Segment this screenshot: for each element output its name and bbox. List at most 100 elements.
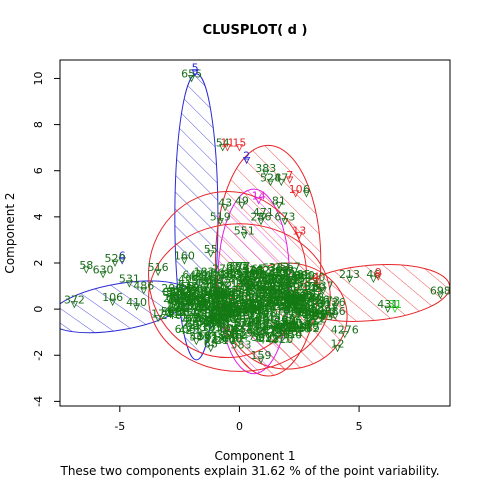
dense-point: 371 bbox=[218, 302, 239, 315]
data-point: 11 bbox=[220, 137, 234, 152]
dense-point: 499 bbox=[197, 293, 218, 306]
dense-point-cloud: 1706155461643416781321961625406481654566… bbox=[161, 260, 340, 352]
data-point: 49 bbox=[235, 194, 249, 210]
dense-point: 52 bbox=[166, 286, 180, 299]
dense-point: 63 bbox=[267, 284, 281, 297]
dense-point: 210 bbox=[215, 334, 236, 347]
data-point: 630 bbox=[93, 264, 114, 279]
dense-point: 537 bbox=[284, 321, 305, 334]
point-marker bbox=[275, 201, 283, 210]
dense-point: 347 bbox=[231, 324, 252, 337]
dense-point: 643 bbox=[176, 285, 197, 298]
data-point: 81 bbox=[272, 194, 286, 210]
dense-point: 434 bbox=[245, 283, 266, 296]
cluster-ellipse-7 bbox=[148, 223, 331, 372]
dense-point: 679 bbox=[255, 304, 276, 317]
dense-point: 691 bbox=[170, 295, 191, 308]
dense-point: 448 bbox=[306, 309, 327, 322]
data-point: 10 bbox=[289, 183, 303, 198]
dense-point: 196 bbox=[186, 281, 207, 294]
dense-point: 543 bbox=[238, 291, 259, 304]
point-marker bbox=[312, 278, 320, 286]
point-label: 524 bbox=[260, 171, 281, 184]
data-point: 6 bbox=[118, 250, 126, 265]
point-label: 286 bbox=[250, 210, 271, 223]
dense-point: 258 bbox=[236, 299, 257, 312]
dense-point: 87 bbox=[243, 277, 257, 290]
point-marker bbox=[295, 231, 303, 240]
dense-point: 552 bbox=[196, 324, 217, 337]
point-marker bbox=[191, 69, 199, 77]
dense-point: 309 bbox=[196, 292, 217, 305]
dense-point: 60 bbox=[170, 287, 184, 300]
dense-point: 170 bbox=[298, 319, 319, 332]
dense-point: 542 bbox=[212, 296, 233, 309]
dense-point: 662 bbox=[299, 322, 320, 335]
dense-point: 48 bbox=[214, 288, 228, 301]
dense-point: 16 bbox=[220, 268, 234, 281]
dense-point: 495 bbox=[295, 307, 316, 320]
data-point: 372 bbox=[64, 294, 85, 309]
dense-point: 197 bbox=[255, 299, 276, 312]
dense-point: 691 bbox=[228, 303, 249, 316]
dense-point: 81 bbox=[269, 280, 283, 293]
dense-point: 78 bbox=[236, 272, 250, 285]
dense-point: 213 bbox=[220, 310, 241, 323]
data-point: 698 bbox=[430, 284, 450, 300]
dense-point: 13 bbox=[230, 324, 244, 337]
dense-point: 170 bbox=[275, 314, 296, 327]
point-marker bbox=[192, 338, 201, 346]
data-point: 17 bbox=[151, 307, 165, 323]
data-point: 15 bbox=[232, 137, 246, 152]
dense-point: 430 bbox=[188, 297, 209, 310]
point-label: 159 bbox=[250, 349, 271, 362]
dense-point: 297 bbox=[201, 296, 222, 309]
dense-point: 243 bbox=[187, 321, 208, 334]
dense-point: 693 bbox=[285, 290, 306, 303]
dense-point: 147 bbox=[255, 325, 276, 338]
dense-point: 517 bbox=[265, 273, 286, 286]
dense-point: 297 bbox=[297, 280, 318, 293]
dense-point: 306 bbox=[249, 311, 270, 324]
dense-point: 196 bbox=[205, 269, 226, 282]
dense-point: 346 bbox=[237, 277, 258, 290]
dense-point: 250 bbox=[227, 301, 248, 314]
point-label: 13 bbox=[292, 224, 306, 237]
dense-point: 328 bbox=[165, 286, 186, 299]
data-point: 337 bbox=[313, 280, 334, 295]
point-label: 15 bbox=[232, 137, 246, 150]
point-marker bbox=[125, 280, 134, 288]
dense-point: 502 bbox=[301, 303, 322, 316]
cluster-ellipse-6 bbox=[217, 188, 291, 375]
dense-point: 243 bbox=[163, 292, 184, 305]
dense-point: 244 bbox=[209, 319, 230, 332]
dense-point: 608 bbox=[219, 322, 240, 335]
point-marker bbox=[292, 190, 300, 198]
dense-point: 604 bbox=[232, 296, 253, 309]
dense-point: 615 bbox=[234, 316, 255, 329]
dense-point: 680 bbox=[194, 301, 215, 314]
point-label: 2 bbox=[243, 149, 250, 162]
dense-point: 83 bbox=[251, 268, 265, 281]
x-axis: -5 0 5 bbox=[114, 406, 363, 433]
point-label: 14 bbox=[252, 190, 266, 203]
dense-point: 508 bbox=[275, 319, 296, 332]
dense-point: 245 bbox=[183, 302, 204, 315]
dense-point: 275 bbox=[184, 316, 205, 329]
dense-point: 93 bbox=[252, 326, 266, 339]
point-label: 410 bbox=[126, 296, 147, 309]
dense-point: 580 bbox=[161, 305, 182, 318]
dense-point: 167 bbox=[221, 289, 242, 302]
dense-point: 675 bbox=[285, 272, 306, 285]
point-marker bbox=[111, 259, 119, 267]
dense-point: 110 bbox=[281, 306, 302, 319]
dense-point: 561 bbox=[293, 269, 314, 282]
dense-point: 107 bbox=[291, 296, 312, 309]
dense-point: 188 bbox=[211, 304, 232, 317]
point-marker bbox=[70, 301, 79, 309]
dense-point: 179 bbox=[213, 305, 234, 318]
point-label: 31 bbox=[388, 298, 402, 311]
dense-point: 56 bbox=[204, 316, 218, 329]
point-marker bbox=[286, 176, 294, 184]
